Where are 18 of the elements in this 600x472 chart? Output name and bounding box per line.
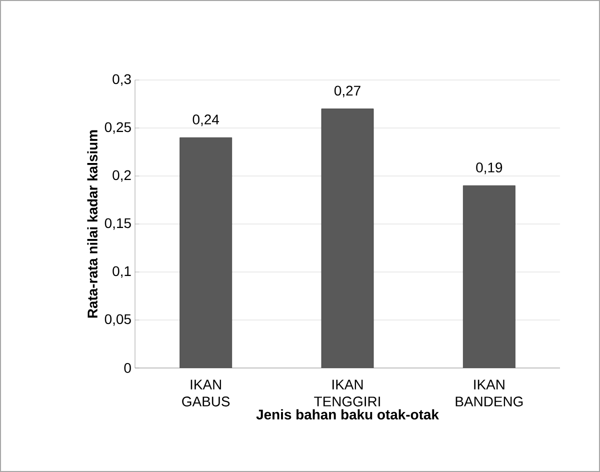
- x-tick-label: IKAN TENGGIRI: [314, 380, 380, 406]
- x-axis-title: Jenis bahan baku otak-otak: [256, 409, 439, 420]
- y-tick-label: 0,3: [112, 74, 131, 86]
- data-label: 0,19: [476, 162, 502, 174]
- data-label: 0,24: [192, 114, 219, 126]
- bar: [180, 137, 232, 368]
- y-tick-label: 0,1: [112, 266, 131, 278]
- data-label: 0,27: [334, 86, 360, 98]
- y-tick-label: 0,2: [112, 170, 131, 182]
- x-tick-label: IKAN GABUS: [182, 380, 230, 406]
- bar: [321, 108, 374, 368]
- y-tick-label: 0: [124, 363, 131, 373]
- y-tick-label: 0,15: [104, 218, 131, 230]
- y-tick-label: 0,25: [104, 122, 131, 134]
- y-axis-title: Rata-rata nilai kadar kalsium: [87, 130, 98, 318]
- bar: [462, 185, 516, 368]
- y-tick-label: 0,05: [104, 314, 131, 326]
- x-tick-label: IKAN BANDENG: [456, 380, 523, 406]
